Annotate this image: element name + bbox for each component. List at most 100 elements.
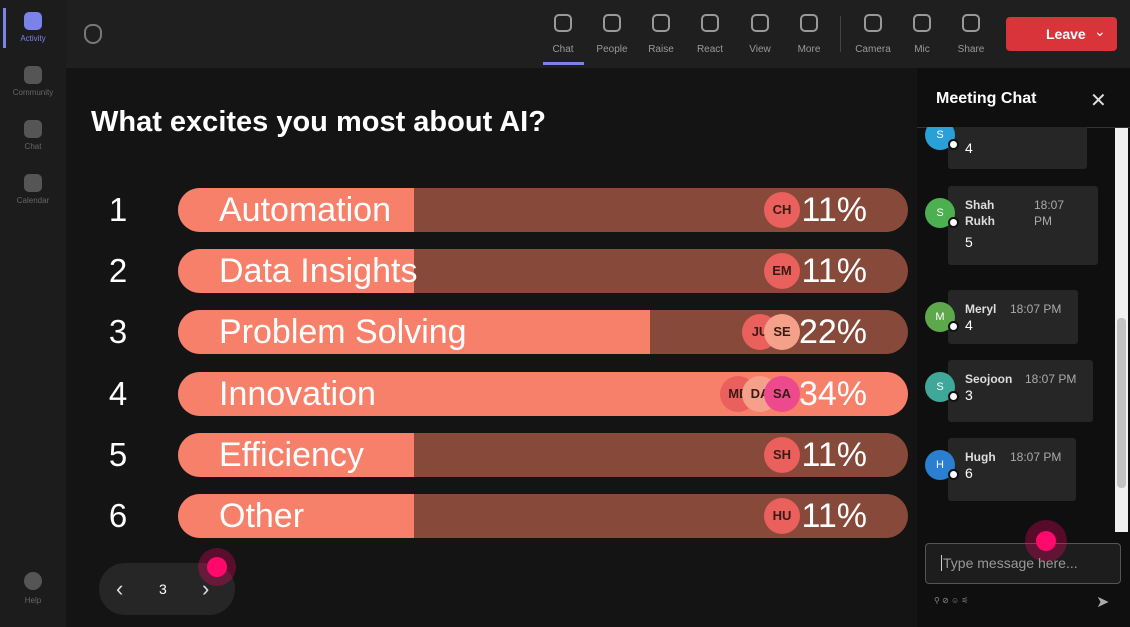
voter-avatar: SH [764,436,800,473]
option-label: Data Insights [219,252,418,291]
rail-icon[interactable] [24,120,42,138]
cursor-dot [1036,531,1056,551]
rail-label: Help [24,596,42,605]
shield-icon [84,24,102,44]
rail-icon[interactable] [24,174,42,192]
toolbar-label: Raise [648,44,674,55]
status-dot [948,391,959,402]
toolbar-icon[interactable] [913,14,931,32]
message-bubble [948,186,1098,265]
message-time: 18:07 PM [1025,372,1077,386]
leave-label: Leave [1046,26,1086,42]
sender-name: Meryl [965,302,997,316]
poll-question: What excites you most about AI? [91,106,546,138]
option-label: Innovation [219,374,376,413]
status-dot [948,139,959,150]
toolbar-label: React [696,44,724,55]
toolbar-icon[interactable] [751,14,769,32]
voter-avatar: HU [764,498,800,534]
format-icons[interactable]: ⚲ ⊘ ☺ ⚟ [934,596,969,605]
message-time: 18:07 PM [1010,450,1062,464]
option-bar[interactable]: Data Insights 11% EM [178,249,908,294]
option-bar[interactable]: Problem Solving 22% JU SE [178,310,908,355]
message-time: 18:07 PM [1010,302,1062,316]
leave-button[interactable]: Leave ⌄ [1006,17,1117,51]
next-button[interactable]: › [202,576,210,601]
voter-avatar: SA [764,375,800,412]
voter-avatar: EM [764,253,800,290]
prev-button[interactable]: ‹ [116,576,124,601]
scrollbar-thumb[interactable] [1117,318,1126,488]
send-button[interactable]: ➤ [1096,594,1110,611]
option-fill [178,494,415,538]
rail-label: Community [12,88,54,97]
sender-name: Shah Rukh [965,198,995,228]
toolbar-label: Chat [552,44,574,55]
option-percent: 11% [801,191,867,229]
active-tab-indicator [543,62,584,65]
left-rail [0,0,66,627]
option-fill [178,310,651,355]
option-percent: 34% [798,374,867,413]
option-percent: 11% [801,435,867,474]
voter-avatar: CH [764,192,800,228]
cursor-dot [207,557,227,577]
toolbar-icon[interactable] [554,14,572,32]
rail-icon[interactable] [24,572,42,590]
toolbar-icon[interactable] [800,14,818,32]
toolbar-icon[interactable] [652,14,670,32]
leave-caret: ⌄ [1094,23,1106,39]
status-dot [948,469,959,480]
status-dot [948,321,959,332]
option-label: Automation [219,191,391,229]
option-rank: 5 [108,435,128,473]
toolbar-icon[interactable] [701,14,719,32]
close-button[interactable]: ✕ [1090,90,1107,112]
rail-label: Activity [20,34,46,43]
rail-label: Chat [24,142,42,151]
message-bubble [948,290,1078,344]
active-bar [3,8,6,48]
message-text: 5 [965,234,973,250]
voter-avatar: SE [764,314,800,351]
option-bar[interactable]: Innovation 34% ME DA SA [178,371,908,416]
message-bubble [948,438,1076,501]
option-bar[interactable]: Automation 11% CH [178,188,908,232]
option-label: Problem Solving [219,313,467,352]
rail-icon[interactable] [24,12,42,30]
message-text: 4 [965,317,973,333]
toolbar-label: Camera [855,44,891,55]
option-label: Efficiency [219,435,364,474]
chat-cover [917,68,1115,127]
sender-name: Hugh [965,450,996,464]
option-fill [178,249,415,294]
option-percent: 11% [801,252,867,291]
rail-label: Calendar [16,196,50,205]
page-number: 3 [159,581,167,597]
option-rank: 1 [108,191,128,228]
input-placeholder: Type message here... [941,555,1078,571]
option-bar[interactable]: Efficiency 11% SH [178,432,908,477]
toolbar-label: Share [957,44,985,55]
toolbar-label: Mic [914,44,930,55]
message-text: 4 [965,140,973,156]
avatar: M [925,302,955,332]
toolbar-icon[interactable] [603,14,621,32]
option-bar[interactable]: Other 11% HU [178,494,908,538]
option-label: Other [219,497,305,535]
message-text: 3 [965,387,973,403]
message-bubble [948,360,1093,422]
toolbar-label: View [749,44,771,55]
option-rank: 4 [108,374,128,412]
toolbar-icon[interactable] [864,14,882,32]
top-bar [66,0,1130,68]
toolbar-label: More [797,44,821,55]
option-fill [178,432,415,477]
message-input[interactable] [925,543,1121,584]
toolbar-separator [840,16,841,52]
rail-icon[interactable] [24,66,42,84]
option-percent: 11% [801,497,867,535]
option-rank: 6 [108,497,128,534]
toolbar-icon[interactable] [962,14,980,32]
